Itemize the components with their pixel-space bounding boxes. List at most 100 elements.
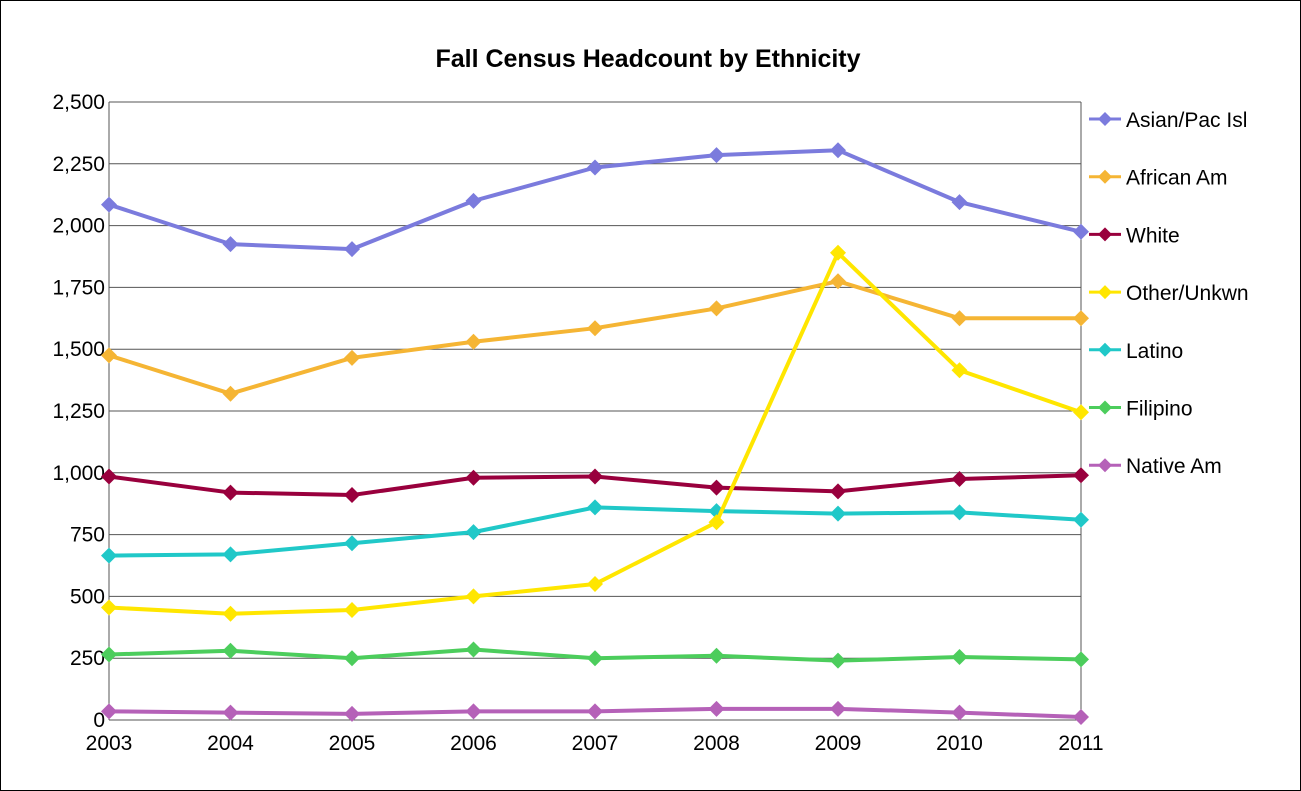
data-point-filipino — [1073, 651, 1089, 668]
data-point-asian-pac-isl — [101, 196, 117, 213]
data-point-asian-pac-isl — [587, 159, 603, 176]
data-point-filipino — [465, 641, 482, 658]
legend-label: Other/Unkwn — [1126, 282, 1249, 305]
data-point-asian-pac-isl — [222, 236, 239, 253]
legend-item-filipino: Filipino — [1089, 398, 1193, 421]
y-tick-label: 2,000 — [52, 215, 105, 238]
data-point-filipino — [830, 652, 846, 669]
y-tick-label: 1,500 — [52, 338, 105, 361]
data-point-native-am — [708, 700, 725, 717]
x-tick-label: 2008 — [693, 732, 740, 755]
x-tick-label: 2005 — [329, 732, 376, 755]
data-point-african-am — [708, 300, 725, 317]
data-point-other-unkwn — [344, 601, 360, 618]
data-point-other-unkwn — [101, 599, 117, 616]
data-point-other-unkwn — [951, 362, 968, 379]
y-tick-label: 750 — [70, 524, 105, 547]
data-point-latino — [222, 546, 239, 563]
series-african-am — [101, 273, 1089, 402]
data-point-white — [830, 483, 846, 500]
series-line-other-unkwn — [108, 250, 1082, 616]
x-tick-label: 2009 — [815, 732, 862, 755]
data-point-white — [708, 479, 725, 496]
data-point-native-am — [222, 704, 239, 721]
x-tick-label: 2006 — [450, 732, 497, 755]
data-point-native-am — [830, 700, 846, 717]
series-layer — [101, 142, 1089, 726]
data-point-filipino — [951, 648, 968, 665]
data-point-white — [101, 468, 117, 485]
data-point-latino — [344, 535, 360, 552]
data-point-native-am — [951, 704, 968, 721]
data-point-latino — [101, 547, 117, 564]
y-tick-label: 500 — [70, 585, 105, 608]
chart-title: Fall Census Headcount by Ethnicity — [435, 45, 860, 73]
legend-item-other-unkwn: Other/Unkwn — [1089, 282, 1249, 305]
legend-label: Latino — [1126, 340, 1183, 363]
data-point-filipino — [344, 650, 360, 667]
y-tick-label: 1,000 — [52, 462, 105, 485]
legend-label: White — [1126, 224, 1180, 247]
y-tick-label: 2,250 — [52, 153, 105, 176]
data-point-asian-pac-isl — [465, 192, 482, 209]
x-axis-tick-labels: 2003 2004 2005 2006 2007 2008 2009 2010 2011 — [86, 732, 1104, 755]
legend-label: Filipino — [1126, 398, 1193, 421]
series-latino — [101, 499, 1089, 564]
data-point-native-am — [344, 705, 360, 722]
x-tick-label: 2011 — [1058, 732, 1103, 755]
legend-item-white: White — [1089, 224, 1180, 247]
data-point-native-am — [587, 703, 603, 720]
x-tick-label: 2007 — [572, 732, 619, 755]
legend-item-native-am: Native Am — [1089, 455, 1222, 478]
y-tick-label: 250 — [70, 647, 105, 670]
data-point-white — [222, 484, 239, 501]
data-point-asian-pac-isl — [951, 194, 968, 211]
data-point-other-unkwn — [222, 605, 239, 622]
x-tick-label: 2004 — [207, 732, 254, 755]
data-point-latino — [587, 499, 603, 516]
y-tick-label: 2,500 — [52, 91, 105, 114]
legend-label: Asian/Pac Isl — [1126, 109, 1247, 132]
data-point-african-am — [344, 349, 360, 366]
data-point-latino — [830, 505, 846, 522]
y-tick-label: 1,750 — [52, 276, 105, 299]
y-tick-label: 0 — [93, 709, 105, 732]
data-point-african-am — [951, 310, 968, 327]
data-point-other-unkwn — [830, 244, 846, 261]
data-point-white — [951, 470, 968, 487]
data-point-native-am — [1073, 709, 1089, 726]
y-axis-tick-labels: 0 250 500 750 1,000 1,250 1,500 1,750 2,000 2,250… — [52, 91, 105, 732]
series-white — [101, 467, 1089, 504]
x-tick-label: 2010 — [936, 732, 983, 755]
data-point-filipino — [101, 646, 117, 663]
y-tick-label: 1,250 — [52, 400, 105, 423]
data-point-white — [344, 487, 360, 504]
legend-item-african-am: African Am — [1089, 167, 1228, 190]
legend-marker — [1098, 227, 1112, 242]
data-point-white — [587, 468, 603, 485]
data-point-latino — [708, 503, 725, 520]
series-native-am — [101, 700, 1089, 726]
data-point-asian-pac-isl — [830, 142, 846, 159]
series-other-unkwn — [101, 244, 1089, 622]
data-point-african-am — [830, 273, 846, 290]
legend-label: African Am — [1126, 167, 1228, 190]
data-point-native-am — [101, 703, 117, 720]
data-point-other-unkwn — [1073, 404, 1089, 421]
data-point-latino — [951, 504, 968, 521]
x-tick-label: 2003 — [86, 732, 133, 755]
data-point-african-am — [222, 385, 239, 402]
data-point-other-unkwn — [465, 588, 482, 605]
data-point-other-unkwn — [708, 514, 725, 531]
data-point-asian-pac-isl — [344, 241, 360, 258]
legend-marker — [1098, 342, 1112, 357]
data-point-white — [1073, 467, 1089, 484]
legend-item-asian-pac-isl: Asian/Pac Isl — [1089, 109, 1247, 132]
legend: Asian/Pac Isl African Am White Other/Unkwn L… — [1089, 109, 1249, 478]
data-point-white — [465, 469, 482, 486]
data-point-asian-pac-isl — [1073, 223, 1089, 240]
legend-marker — [1098, 458, 1112, 473]
data-point-latino — [1073, 511, 1089, 528]
legend-marker — [1098, 285, 1112, 300]
